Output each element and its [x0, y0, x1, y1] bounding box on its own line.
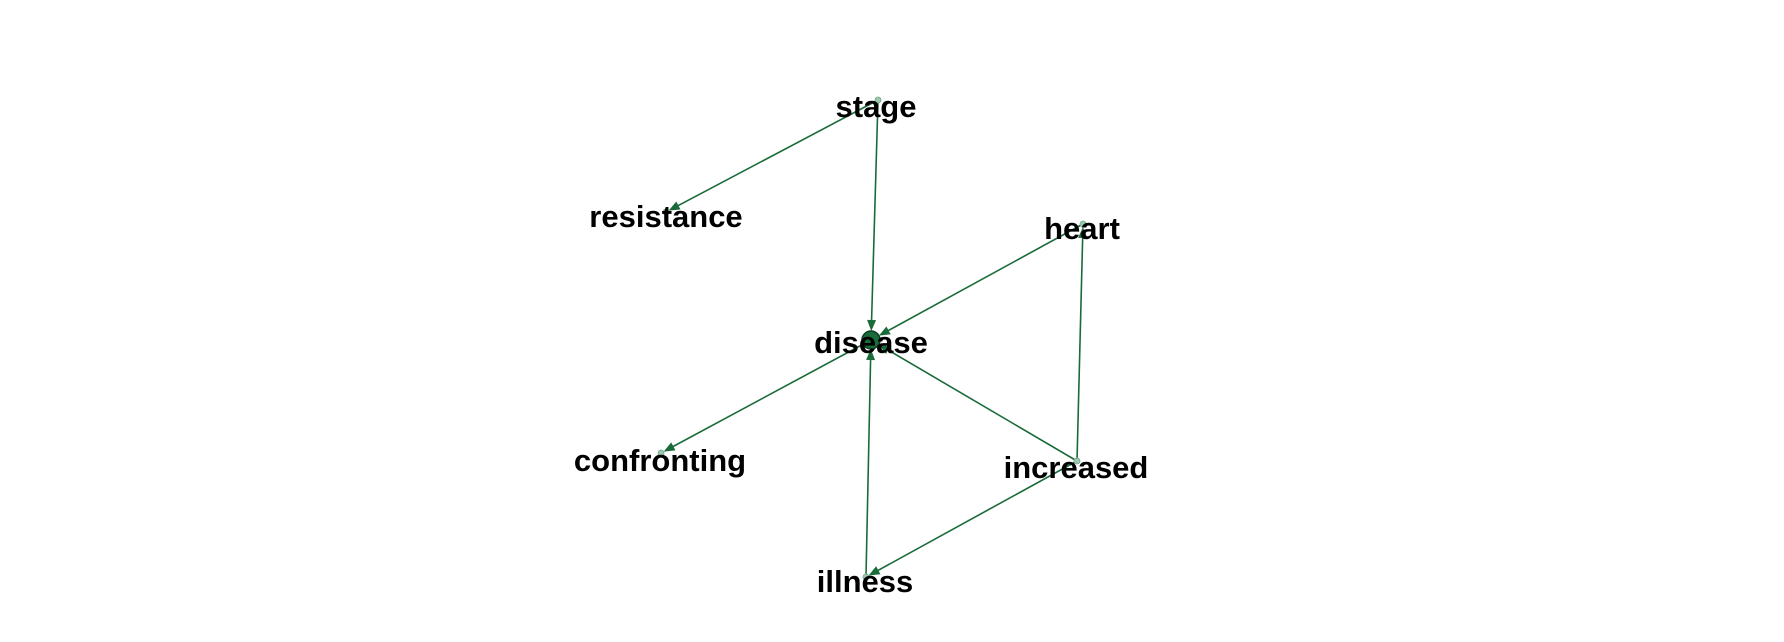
edge-stage-resistance [668, 99, 879, 211]
node-heart[interactable] [1079, 220, 1087, 228]
nodes-layer [657, 96, 1087, 581]
arrowhead [868, 566, 881, 576]
node-label-confronting: confronting [574, 443, 746, 478]
node-label-heart: heart [1044, 211, 1120, 246]
edge-stage-disease [867, 99, 879, 332]
edge-line [870, 99, 879, 326]
edge-increased-disease [878, 344, 1078, 462]
node-label-disease: disease [814, 325, 928, 360]
edge-increased-illness [868, 460, 1078, 576]
node-label-stage: stage [836, 89, 917, 124]
node-confronting[interactable] [657, 449, 665, 457]
edge-illness-disease [865, 348, 876, 578]
edge-line [883, 223, 1084, 334]
node-increased[interactable] [1073, 457, 1081, 465]
edges-layer [663, 99, 1088, 578]
node-resistance[interactable] [662, 208, 670, 216]
arrowhead [668, 201, 681, 211]
edge-line [673, 99, 879, 209]
edge-disease-confronting [663, 339, 872, 452]
node-stage[interactable] [874, 96, 882, 104]
node-label-resistance: resistance [589, 199, 742, 234]
labels-layer: stage resistance heart disease confronting in… [574, 89, 1148, 599]
node-disease[interactable] [861, 330, 881, 350]
arrowhead [866, 348, 876, 361]
edge-line [865, 354, 872, 578]
edge-line [883, 346, 1078, 462]
arrowhead [1078, 226, 1088, 239]
arrowhead [867, 319, 877, 332]
edge-line [668, 339, 872, 450]
edge-increased-heart [1076, 226, 1088, 462]
edge-line [873, 460, 1078, 574]
arrowhead [878, 326, 891, 336]
node-illness[interactable] [862, 573, 870, 581]
edge-line [1076, 232, 1084, 462]
edge-heart-disease [878, 223, 1084, 336]
arrowhead [663, 442, 676, 452]
node-label-illness: illness [817, 564, 914, 599]
arrowhead [878, 344, 891, 355]
node-label-increased: increased [1004, 450, 1149, 485]
